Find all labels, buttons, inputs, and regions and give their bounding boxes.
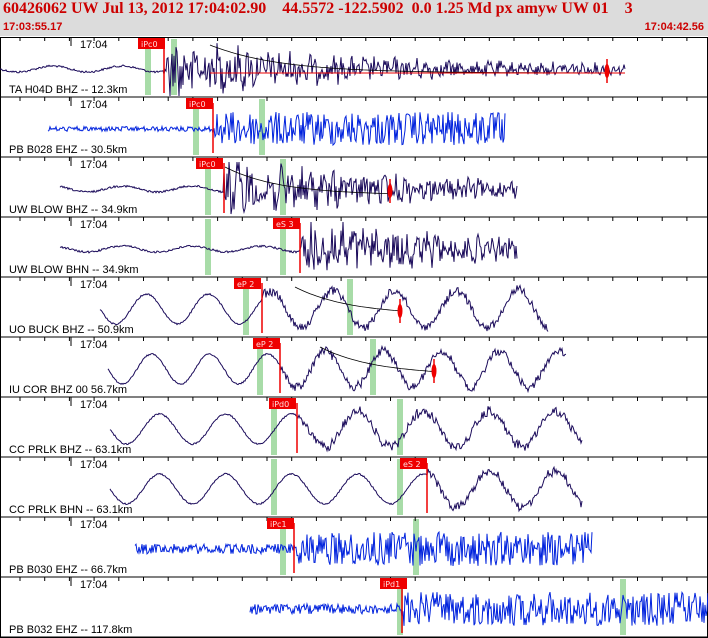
phase-pick-badge[interactable] <box>253 338 280 349</box>
waveform-trace <box>0 43 626 97</box>
waveform-trace <box>109 465 583 513</box>
phase-pick-badge[interactable] <box>234 278 261 289</box>
coda-end-marker-knob[interactable] <box>397 304 403 318</box>
phase-pick-badge[interactable] <box>273 218 300 229</box>
trace-station-label: PB B030 EHZ -- 66.7km <box>9 564 127 576</box>
waveform-trace <box>107 344 567 394</box>
pick-window-start <box>280 519 286 575</box>
pick-window-start <box>145 39 151 95</box>
waveform-trace <box>59 221 518 271</box>
phase-pick-badge[interactable] <box>400 458 427 469</box>
trace-row: 17:04 iPc1 PB B030 EHZ -- 66.7km <box>0 517 708 578</box>
phase-pick-label: iPc0 <box>199 160 216 169</box>
minute-tick-label: 17:04 <box>80 519 108 531</box>
minute-tick-label: 17:04 <box>80 399 108 411</box>
minute-tick-label: 17:04 <box>80 159 108 171</box>
minute-tick-label: 17:04 <box>80 579 108 591</box>
trace-row: 17:04 iPd0 CC PRLK BHZ -- 63.1km <box>0 397 708 458</box>
pick-window-start <box>205 159 211 215</box>
event-title: 60426062 UW Jul 13, 2012 17:04:02.90 44.… <box>3 0 633 17</box>
phase-pick-badge[interactable] <box>269 398 296 409</box>
pick-window-start <box>243 279 249 335</box>
trace-row: 17:04 eP 2 UO BUCK BHZ -- 50.9km <box>0 277 708 338</box>
pick-window-end <box>397 399 403 455</box>
trace-station-label: UO BUCK BHZ -- 50.9km <box>9 324 134 336</box>
phase-pick-label: eP 2 <box>237 280 254 289</box>
coda-end-marker-knob[interactable] <box>604 64 610 78</box>
minute-tick-label: 17:04 <box>80 279 108 291</box>
phase-pick-label: eS 2 <box>403 460 421 469</box>
pick-window-start <box>271 399 277 455</box>
trace-row: 17:04 eS 2 CC PRLK BHN -- 63.1km <box>0 457 708 518</box>
trace-station-label: CC PRLK BHN -- 63.1km <box>9 504 132 516</box>
phase-pick-badge[interactable] <box>138 38 165 49</box>
coda-decay-curve <box>319 346 435 372</box>
waveform-trace <box>47 112 506 147</box>
phase-pick-badge[interactable] <box>380 578 407 589</box>
phase-pick-badge[interactable] <box>186 98 213 109</box>
trace-panel: 17:04 iPc0 TA H04D BHZ -- 12.3km 17:04 iPc0 P… <box>0 37 708 638</box>
pick-window-start <box>257 339 263 395</box>
minute-tick-label: 17:04 <box>80 339 108 351</box>
pick-window-end <box>347 279 353 335</box>
pick-window-end <box>280 159 286 215</box>
coda-end-marker-knob[interactable] <box>431 364 437 378</box>
trace-station-label: UW BLOW BHN -- 34.9km <box>9 264 139 276</box>
waveform-trace <box>109 405 583 453</box>
phase-pick-badge[interactable] <box>196 158 223 169</box>
minute-tick-label: 17:04 <box>80 219 108 231</box>
pick-window-end <box>620 579 626 635</box>
trace-row: 17:04 eP 2 IU COR BHZ 00 56.7km <box>0 337 708 398</box>
pick-window-start <box>205 219 211 275</box>
event-header: 60426062 UW Jul 13, 2012 17:04:02.90 44.… <box>0 0 708 36</box>
trace-row: 17:04 iPc0 TA H04D BHZ -- 12.3km <box>0 37 708 98</box>
phase-pick-label: iPc0 <box>189 100 206 109</box>
waveform-trace <box>249 591 708 627</box>
waveform-trace <box>134 530 593 567</box>
phase-pick-label: iPd1 <box>383 580 400 589</box>
pick-window-start <box>193 99 199 155</box>
trace-station-label: PB B032 EHZ -- 117.8km <box>9 624 132 636</box>
coda-decay-curve <box>294 286 401 312</box>
window-end-time: 17:04:42.56 <box>644 21 704 33</box>
pick-window-end <box>397 459 403 515</box>
pick-window-start <box>397 579 403 635</box>
trace-row: 17:04 eS 3 UW BLOW BHN -- 34.9km <box>0 217 708 278</box>
window-start-time: 17:03:55.17 <box>3 21 63 33</box>
phase-pick-label: iPc1 <box>270 520 287 529</box>
trace-station-label: CC PRLK BHZ -- 63.1km <box>9 444 131 456</box>
minute-tick-label: 17:04 <box>80 459 108 471</box>
phase-pick-label: eP 2 <box>256 340 273 349</box>
phase-pick-label: eS 3 <box>276 220 294 229</box>
phase-pick-label: iPc0 <box>141 40 158 49</box>
trace-station-label: PB B028 EHZ -- 30.5km <box>9 144 127 156</box>
trace-station-label: TA H04D BHZ -- 12.3km <box>9 84 127 96</box>
phase-pick-badge[interactable] <box>267 518 294 529</box>
pick-window-start <box>271 459 277 515</box>
trace-row: 17:04 iPd1 PB B032 EHZ -- 117.8km <box>0 577 708 638</box>
phase-pick-label: iPd0 <box>272 400 289 409</box>
waveform-trace <box>59 161 518 215</box>
trace-station-label: IU COR BHZ 00 56.7km <box>9 384 127 396</box>
pick-window-end <box>280 219 286 275</box>
trace-row: 17:04 iPc0 PB B028 EHZ -- 30.5km <box>0 97 708 158</box>
minute-tick-label: 17:04 <box>80 39 108 51</box>
coda-end-marker-knob[interactable] <box>387 184 393 198</box>
trace-row: 17:04 iPc0 UW BLOW BHZ -- 34.9km <box>0 157 708 218</box>
coda-decay-curve <box>224 166 391 194</box>
trace-station-label: UW BLOW BHZ -- 34.9km <box>9 204 137 216</box>
minute-tick-label: 17:04 <box>80 99 108 111</box>
pick-window-end <box>370 339 376 395</box>
waveform-trace <box>99 284 549 332</box>
